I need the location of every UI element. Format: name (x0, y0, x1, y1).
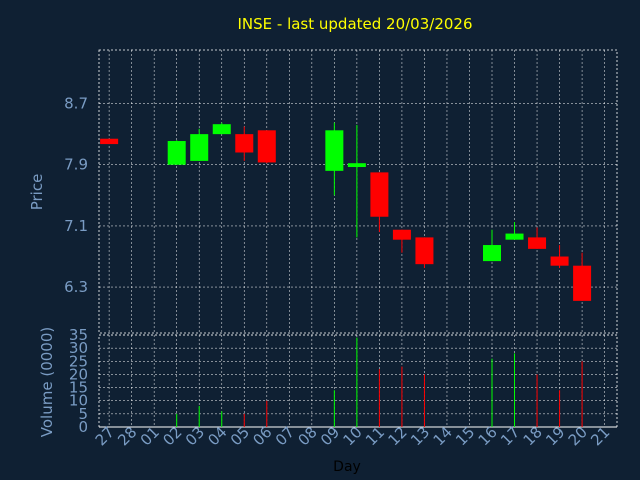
candle-body (347, 163, 366, 168)
volume-tick-label: 15 (69, 379, 88, 397)
volume-tick-label: 30 (69, 339, 88, 357)
volume-tick-label: 5 (78, 405, 88, 423)
candle-bodies (100, 124, 592, 301)
candle-body (483, 245, 502, 262)
candle-body (190, 134, 209, 161)
candle-body (370, 172, 389, 217)
volume-tick-label: 35 (69, 326, 88, 344)
candle-body (550, 256, 569, 266)
x-axis-label: Day (333, 459, 361, 475)
candle-body (573, 265, 592, 301)
volume-tick-label: 10 (69, 392, 88, 410)
candle-body (528, 237, 547, 249)
price-tick-label: 7.1 (64, 217, 88, 235)
candle-body (100, 138, 119, 145)
price-tick-label: 8.7 (64, 95, 88, 113)
candle-body (212, 124, 231, 135)
price-tick-label: 6.3 (64, 278, 88, 296)
volume-y-axis-label: Volume (0000) (38, 327, 56, 437)
candle-body (392, 229, 411, 240)
price-grid (99, 50, 617, 333)
volume-tick-label: 0 (78, 418, 88, 436)
candle-body (415, 237, 434, 265)
candle-body (257, 130, 276, 163)
candle-body (325, 130, 344, 171)
volume-panel-frame (98, 334, 618, 428)
price-panel-frame (98, 49, 618, 334)
volume-tick-label: 20 (69, 365, 88, 383)
x-axis-ticks: 2728010203040506070809101112131415161718… (92, 423, 614, 449)
candle-body (505, 233, 524, 240)
candle-body (167, 141, 186, 165)
price-y-axis-label: Price (28, 174, 46, 211)
price-panel-border (98, 49, 618, 334)
candle-body (235, 134, 254, 153)
volume-bars (176, 337, 583, 427)
chart-title: INSE - last updated 20/03/2026 (237, 15, 472, 33)
volume-grid (99, 334, 617, 428)
price-tick-label: 7.9 (64, 156, 88, 174)
price-y-ticks: 6.3 7.1 7.9 8.7 (64, 95, 88, 297)
volume-tick-label: 25 (69, 352, 88, 370)
